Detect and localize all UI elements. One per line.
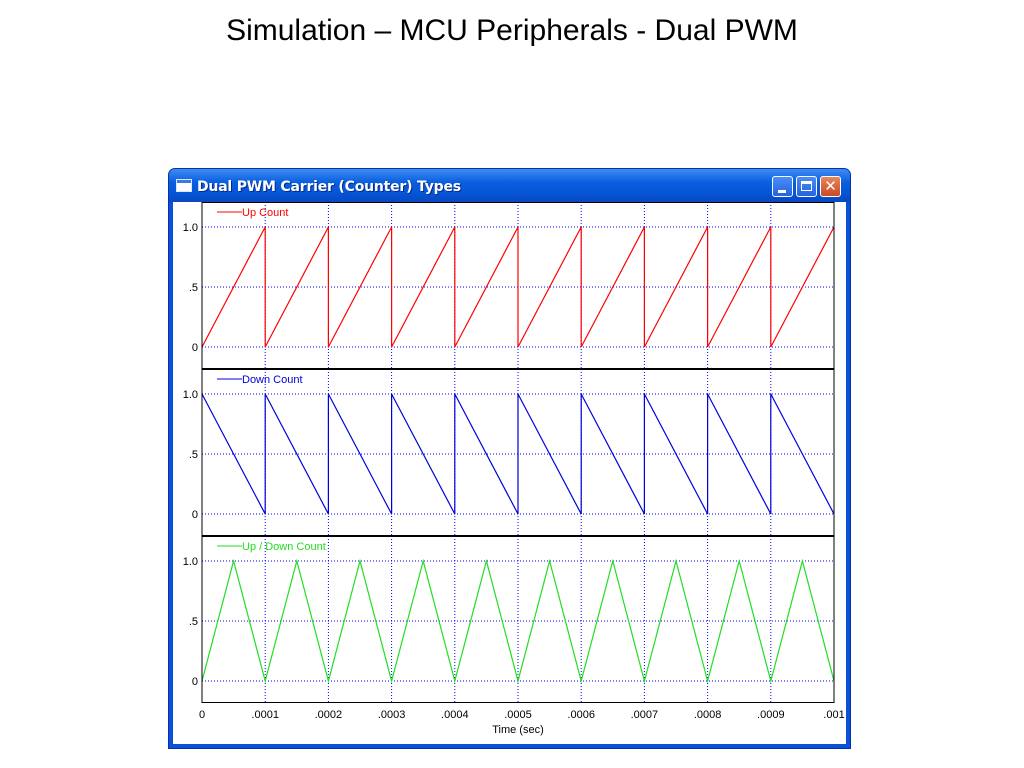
app-window-icon[interactable]	[176, 179, 192, 192]
x-tick-label: .0004	[441, 709, 469, 721]
series-line	[201, 558, 835, 684]
x-tick-label: .0008	[694, 709, 722, 721]
y-tick-label: .5	[189, 616, 198, 628]
maximize-icon[interactable]	[796, 176, 817, 197]
legend-label: Up / Down Count	[242, 541, 326, 553]
panel-frame	[201, 202, 835, 369]
x-tick-label: .0002	[315, 709, 343, 721]
y-tick-label: .5	[189, 282, 198, 294]
minimize-icon[interactable]	[772, 176, 793, 197]
x-tick-label: .0005	[504, 709, 532, 721]
slide-title: Simulation – MCU Peripherals - Dual PWM	[226, 14, 798, 47]
x-tick-label: .0003	[378, 709, 406, 721]
close-glyph: ✕	[824, 177, 837, 195]
y-tick-label: .5	[189, 449, 198, 461]
plot-area: 1.0 .5 0 Up Count 1.0 .5 0 Down Count 1.0 .5 0 Up /…	[173, 202, 846, 744]
y-tick-label: 0	[192, 676, 198, 688]
x-tick-label: .0009	[757, 709, 785, 721]
x-tick-label: .0007	[631, 709, 659, 721]
series-line	[201, 226, 835, 348]
window-title: Dual PWM Carrier (Counter) Types	[197, 179, 461, 195]
series-line	[201, 393, 835, 515]
x-tick-label: .0006	[567, 709, 595, 721]
legend-label: Up Count	[242, 207, 288, 219]
x-tick-label: 0	[199, 709, 205, 721]
y-tick-label: 0	[192, 509, 198, 521]
x-tick-label: .0001	[251, 709, 279, 721]
y-tick-label: 1.0	[183, 389, 198, 401]
panel-frame	[201, 536, 835, 703]
plot-window: Dual PWM Carrier (Counter) Types ✕ 1.0 .5…	[168, 168, 851, 749]
close-icon[interactable]: ✕	[820, 176, 841, 197]
panel-frame	[201, 369, 835, 536]
chart-svg: 1.0 .5 0 Up Count 1.0 .5 0 Down Count 1.0 .5 0 Up /…	[183, 202, 845, 736]
x-axis-label: Time (sec)	[492, 724, 544, 736]
y-tick-label: 1.0	[183, 556, 198, 568]
legend-label: Down Count	[242, 374, 303, 386]
y-tick-label: 0	[192, 342, 198, 354]
y-tick-label: 1.0	[183, 222, 198, 234]
window-titlebar[interactable]: Dual PWM Carrier (Counter) Types ✕	[169, 169, 850, 202]
x-tick-label: .001	[823, 709, 844, 721]
